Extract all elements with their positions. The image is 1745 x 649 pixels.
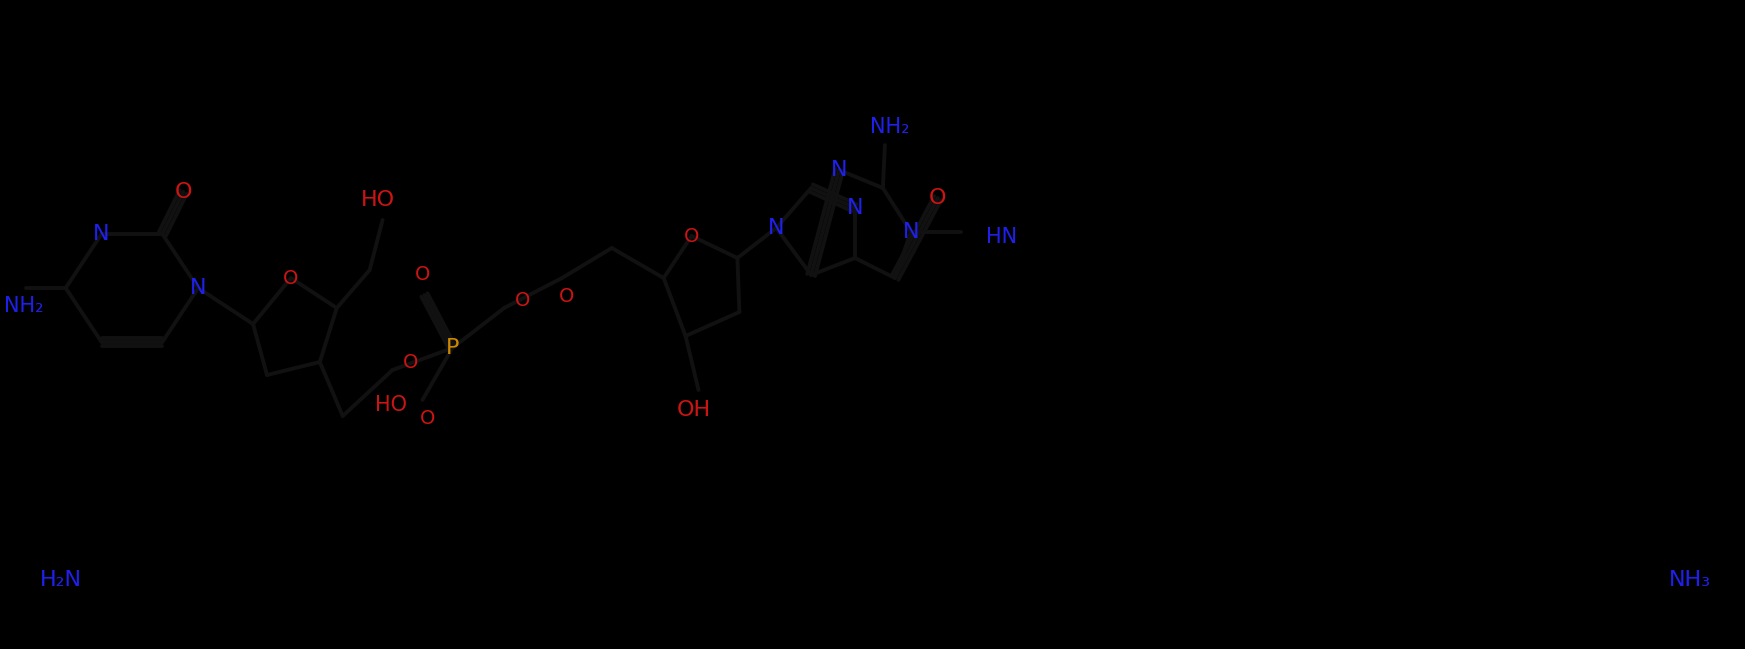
Text: O: O [283, 269, 298, 288]
Text: O: O [560, 286, 574, 306]
Text: N: N [831, 160, 848, 180]
Text: NH₃: NH₃ [1670, 570, 1712, 590]
Text: NH₂: NH₂ [3, 296, 44, 316]
Text: H₂N: H₂N [40, 570, 82, 590]
Text: N: N [846, 198, 864, 218]
Text: NH₂: NH₂ [871, 117, 909, 137]
Text: O: O [174, 182, 192, 202]
Text: N: N [768, 218, 785, 238]
Text: O: O [684, 227, 700, 245]
Text: OH: OH [677, 400, 710, 420]
Text: O: O [421, 408, 435, 428]
Text: N: N [190, 278, 206, 298]
Text: HN: HN [986, 227, 1017, 247]
Text: O: O [928, 188, 946, 208]
Text: O: O [403, 352, 419, 371]
Text: N: N [92, 224, 110, 244]
Text: HO: HO [375, 395, 407, 415]
Text: HO: HO [361, 190, 394, 210]
Text: O: O [415, 265, 431, 284]
Text: N: N [902, 222, 920, 242]
Text: O: O [515, 291, 530, 310]
Text: P: P [445, 338, 459, 358]
